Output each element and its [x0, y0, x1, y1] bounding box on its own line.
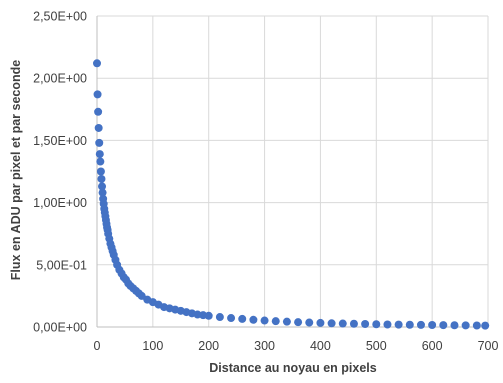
tick-labels: 0 100 200 300 400 500 600 700 0,00E+00 5,00E-01 1,… [33, 10, 498, 354]
data-point [349, 319, 358, 328]
data-points [93, 59, 490, 330]
data-point [215, 313, 224, 322]
data-point [98, 188, 107, 197]
y-tick-label: 5,00E-01 [36, 258, 87, 272]
data-point [271, 317, 280, 326]
data-point [93, 90, 102, 99]
data-point [327, 319, 336, 328]
x-tick-label: 300 [254, 339, 275, 353]
data-point [98, 182, 107, 191]
x-tick-label: 200 [198, 339, 219, 353]
data-point [338, 319, 347, 328]
y-tick-label: 0,00E+00 [33, 321, 87, 335]
data-point [96, 167, 105, 176]
data-point [481, 321, 490, 330]
y-tick-label: 1,50E+00 [33, 134, 87, 148]
data-point [372, 320, 381, 329]
x-tick-label: 700 [478, 339, 499, 353]
data-point [94, 123, 103, 132]
x-axis-title: Distance au noyau en pixels [209, 361, 376, 375]
data-point [305, 318, 314, 327]
data-point [472, 321, 481, 330]
data-point [450, 321, 459, 330]
data-point [383, 320, 392, 329]
y-axis-title: Flux en ADU par pixel et par seconde [9, 60, 23, 280]
data-point [405, 320, 414, 329]
data-point [96, 157, 105, 166]
data-point [361, 320, 370, 329]
data-point [238, 314, 247, 323]
data-point [316, 318, 325, 327]
x-tick-label: 600 [422, 339, 443, 353]
x-tick-label: 400 [310, 339, 331, 353]
y-tick-label: 2,00E+00 [33, 72, 87, 86]
x-tick-label: 500 [366, 339, 387, 353]
gridlines [97, 15, 489, 327]
data-point [93, 59, 101, 68]
data-point [95, 150, 104, 159]
data-point [94, 107, 103, 116]
data-point [416, 320, 425, 329]
data-point [461, 321, 470, 330]
data-point [95, 138, 104, 147]
axes [96, 16, 488, 328]
data-point [394, 320, 403, 329]
y-tick-label: 2,50E+00 [33, 10, 87, 24]
data-point [97, 174, 106, 183]
y-tick-label: 1,00E+00 [33, 196, 87, 210]
data-point [227, 314, 236, 323]
data-point [439, 321, 448, 330]
data-point [260, 316, 269, 325]
data-point [282, 317, 291, 326]
data-point [428, 321, 437, 330]
x-tick-label: 0 [94, 339, 101, 353]
data-point [204, 311, 213, 320]
x-tick-label: 100 [142, 339, 163, 353]
data-point [249, 315, 258, 324]
data-point [294, 318, 303, 327]
